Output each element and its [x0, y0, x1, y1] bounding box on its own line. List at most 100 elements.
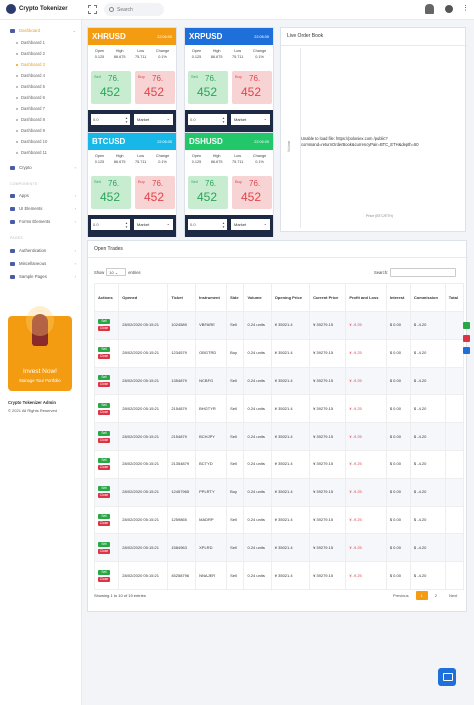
quantity-stepper[interactable]: 0.0 ▲ ▼ — [91, 219, 130, 230]
sell-button[interactable]: Sell — [98, 486, 110, 492]
close-button[interactable]: Close — [98, 548, 110, 554]
crypto-icon — [10, 165, 15, 170]
sidebar-subitem[interactable]: Dashboard 4 — [16, 73, 45, 78]
sell-box[interactable]: Sell 76. 452 — [188, 176, 228, 209]
stepper-arrows-icon[interactable]: ▲ ▼ — [125, 116, 128, 124]
settings-icon[interactable] — [463, 322, 470, 329]
close-button[interactable]: Close — [98, 409, 110, 415]
pages-icon — [10, 274, 15, 279]
sidebar-subitem[interactable]: Dashboard 11 — [16, 150, 47, 155]
sidebar-item-crypto[interactable]: Crypto › — [10, 165, 76, 170]
column-header[interactable]: Current Price — [309, 283, 347, 312]
close-button[interactable]: Close — [98, 576, 110, 582]
buy-box[interactable]: Buy 76. 452 — [135, 176, 175, 209]
sell-button[interactable]: Sell — [98, 430, 110, 436]
column-header[interactable]: Opening Price — [270, 283, 311, 312]
sell-button[interactable]: Sell — [98, 319, 110, 325]
sidebar-item-apps[interactable]: Apps › — [10, 193, 76, 198]
buy-box[interactable]: Buy 76. 452 — [232, 176, 272, 209]
fullscreen-icon[interactable] — [88, 5, 97, 14]
card-time: 22:06:05 — [254, 139, 269, 144]
stepper-arrows-icon[interactable]: ▲ ▼ — [125, 221, 128, 229]
close-button[interactable]: Close — [98, 354, 110, 360]
sidebar-subitem[interactable]: Dashboard 5 — [16, 84, 45, 89]
chat-button[interactable] — [438, 668, 456, 686]
close-button[interactable]: Close — [98, 465, 110, 471]
stepper-arrows-icon[interactable]: ▲ ▼ — [222, 116, 225, 124]
order-type-select[interactable]: Market ⌄ — [231, 219, 270, 230]
column-header[interactable]: Volume — [243, 283, 272, 312]
quantity-stepper[interactable]: 0.0 ▲ ▼ — [188, 219, 227, 230]
cell-commission: $ -4.20 — [409, 394, 446, 424]
sidebar-subitem[interactable]: Dashboard 8 — [16, 117, 45, 122]
sidebar-subitem[interactable]: Dashboard 1 — [16, 40, 45, 45]
column-header[interactable]: Commission — [409, 283, 446, 312]
sell-button[interactable]: Sell — [98, 347, 110, 353]
order-type-select[interactable]: Market ⌄ — [134, 114, 173, 125]
ui-icon — [10, 206, 15, 211]
sidebar-subitem[interactable]: Dashboard 9 — [16, 128, 45, 133]
sidebar-item-auth[interactable]: Authentication › — [10, 248, 76, 253]
card-header: XHRUSD 22:06:05 — [88, 28, 176, 45]
sell-box[interactable]: Sell 76. 452 — [91, 176, 131, 209]
sell-button[interactable]: Sell — [98, 513, 110, 519]
search-box[interactable] — [104, 3, 164, 16]
theme-icon[interactable] — [463, 335, 470, 342]
sidebar-item-misc[interactable]: Miscellaneous › — [10, 261, 76, 266]
pager-previous[interactable]: Previous — [393, 593, 409, 598]
sidebar-item-ui[interactable]: UI Elements › — [10, 206, 76, 211]
sell-button[interactable]: Sell — [98, 541, 110, 547]
order-type-select[interactable]: Market ⌄ — [134, 219, 173, 230]
pager-next[interactable]: Next — [449, 593, 458, 598]
close-button[interactable]: Close — [98, 493, 110, 499]
close-button[interactable]: Close — [98, 326, 110, 332]
column-header[interactable]: Side — [226, 283, 245, 312]
pager-page-1[interactable]: 1 — [415, 591, 428, 600]
row-actions: Sell Close — [93, 422, 120, 451]
stepper-arrows-icon[interactable]: ▲ ▼ — [222, 221, 225, 229]
stat-value: 0.1% — [158, 55, 167, 59]
search-input[interactable] — [117, 6, 161, 13]
close-button[interactable]: Close — [98, 520, 110, 526]
column-header[interactable]: Profit and Loss — [345, 283, 387, 312]
stat-label: Open — [191, 49, 202, 53]
invest-promo[interactable]: Invest Now! Manage Your Portfolio — [8, 306, 72, 391]
brand[interactable]: Crypto Tokenizer — [6, 4, 68, 14]
table-search-input[interactable] — [390, 268, 457, 277]
sidebar-subitem[interactable]: Dashboard 6 — [16, 95, 45, 100]
sidebar-item-dashboard[interactable]: Dashboard ⌄ — [10, 28, 76, 33]
user-icon[interactable] — [445, 5, 453, 13]
close-button[interactable]: Close — [98, 437, 110, 443]
quantity-stepper[interactable]: 0.0 ▲ ▼ — [91, 114, 130, 125]
sell-button[interactable]: Sell — [98, 458, 110, 464]
sidebar-subitem[interactable]: Dashboard 10 — [16, 139, 47, 144]
layout-icon[interactable] — [463, 347, 470, 354]
sell-price-major: 76. — [205, 74, 217, 83]
sell-button[interactable]: Sell — [98, 374, 110, 380]
sidebar-item-samples[interactable]: Sample Pages › — [10, 274, 76, 279]
entries-select[interactable]: 10 ⌄ — [106, 268, 127, 276]
sidebar-subitem[interactable]: Dashboard 2 — [16, 51, 45, 56]
quantity-stepper[interactable]: 0.0 ▲ ▼ — [188, 114, 227, 125]
column-header[interactable]: Opened — [118, 283, 169, 312]
sidebar-item-forms[interactable]: Forms Elements › — [10, 219, 76, 224]
column-header[interactable]: Instrument — [195, 283, 228, 312]
more-icon[interactable]: ⋮ — [462, 5, 469, 12]
sell-box[interactable]: Sell 76. 452 — [188, 71, 228, 104]
sell-button[interactable]: Sell — [98, 569, 110, 575]
column-header[interactable]: Interest — [385, 283, 411, 312]
buy-box[interactable]: Buy 76. 452 — [135, 71, 175, 104]
sell-button[interactable]: Sell — [98, 402, 110, 408]
column-header[interactable]: Ticket — [167, 283, 197, 312]
sidebar-subitem[interactable]: Dashboard 3 — [16, 62, 45, 67]
close-button[interactable]: Close — [98, 381, 110, 387]
pager-page-2[interactable]: 2 — [434, 593, 438, 598]
row-actions: Sell Close — [93, 449, 120, 479]
sell-box[interactable]: Sell 76. 452 — [91, 71, 131, 104]
sidebar-subitem[interactable]: Dashboard 7 — [16, 106, 45, 111]
column-header[interactable]: Total — [444, 283, 465, 312]
buy-box[interactable]: Buy 76. 452 — [232, 71, 272, 104]
column-header[interactable]: Actions — [93, 283, 120, 312]
bell-icon[interactable] — [425, 4, 434, 14]
order-type-select[interactable]: Market ⌄ — [231, 114, 270, 125]
